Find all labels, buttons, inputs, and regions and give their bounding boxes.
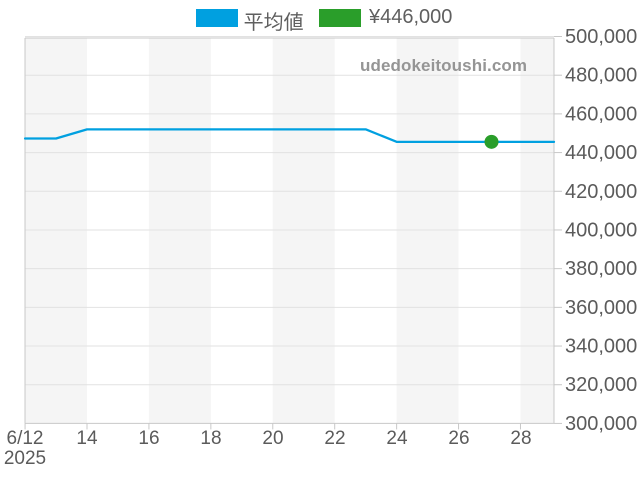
svg-text:420,000: 420,000	[565, 181, 637, 203]
svg-text:18: 18	[200, 428, 221, 449]
svg-text:20: 20	[262, 428, 283, 449]
svg-text:14: 14	[76, 428, 98, 449]
svg-text:320,000: 320,000	[565, 374, 637, 396]
svg-text:24: 24	[386, 428, 408, 449]
svg-text:28: 28	[510, 428, 531, 449]
svg-text:22: 22	[324, 428, 345, 449]
svg-text:300,000: 300,000	[565, 413, 637, 435]
svg-text:460,000: 460,000	[565, 103, 637, 125]
svg-text:2025: 2025	[4, 448, 46, 469]
svg-text:480,000: 480,000	[565, 65, 637, 87]
svg-text:340,000: 340,000	[565, 336, 637, 358]
svg-text:380,000: 380,000	[565, 258, 637, 280]
svg-text:26: 26	[448, 428, 469, 449]
svg-text:6/12: 6/12	[7, 428, 44, 449]
svg-text:440,000: 440,000	[565, 142, 637, 164]
svg-text:360,000: 360,000	[565, 297, 637, 319]
svg-text:400,000: 400,000	[565, 220, 637, 242]
svg-text:16: 16	[138, 428, 159, 449]
